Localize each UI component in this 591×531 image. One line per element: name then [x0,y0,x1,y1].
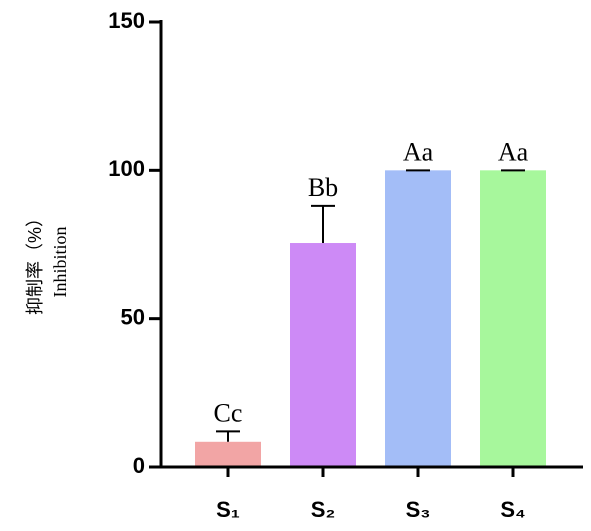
x-tick-label: S₄ [500,497,525,522]
bar [385,170,451,468]
error-bar [216,430,240,442]
y-tick-label: 50 [121,304,145,329]
bar [195,441,261,467]
bar [480,170,546,468]
x-tick-label: S₃ [406,497,431,522]
y-tick-label: 150 [108,8,145,33]
y-tick-label: 0 [133,453,145,478]
x-tick-label: S₂ [311,497,335,522]
x-tick-label: S₁ [216,497,240,522]
significance-label: Aa [403,137,434,166]
y-tick-label: 100 [108,156,145,181]
bar [290,243,356,467]
y-axis-label: Inhibition [50,227,70,298]
significance-label: Cc [214,398,243,427]
significance-label: Aa [498,137,529,166]
significance-label: Bb [308,173,338,202]
y-axis-label: 抑制率（%） [25,209,45,315]
error-bar [311,204,335,244]
